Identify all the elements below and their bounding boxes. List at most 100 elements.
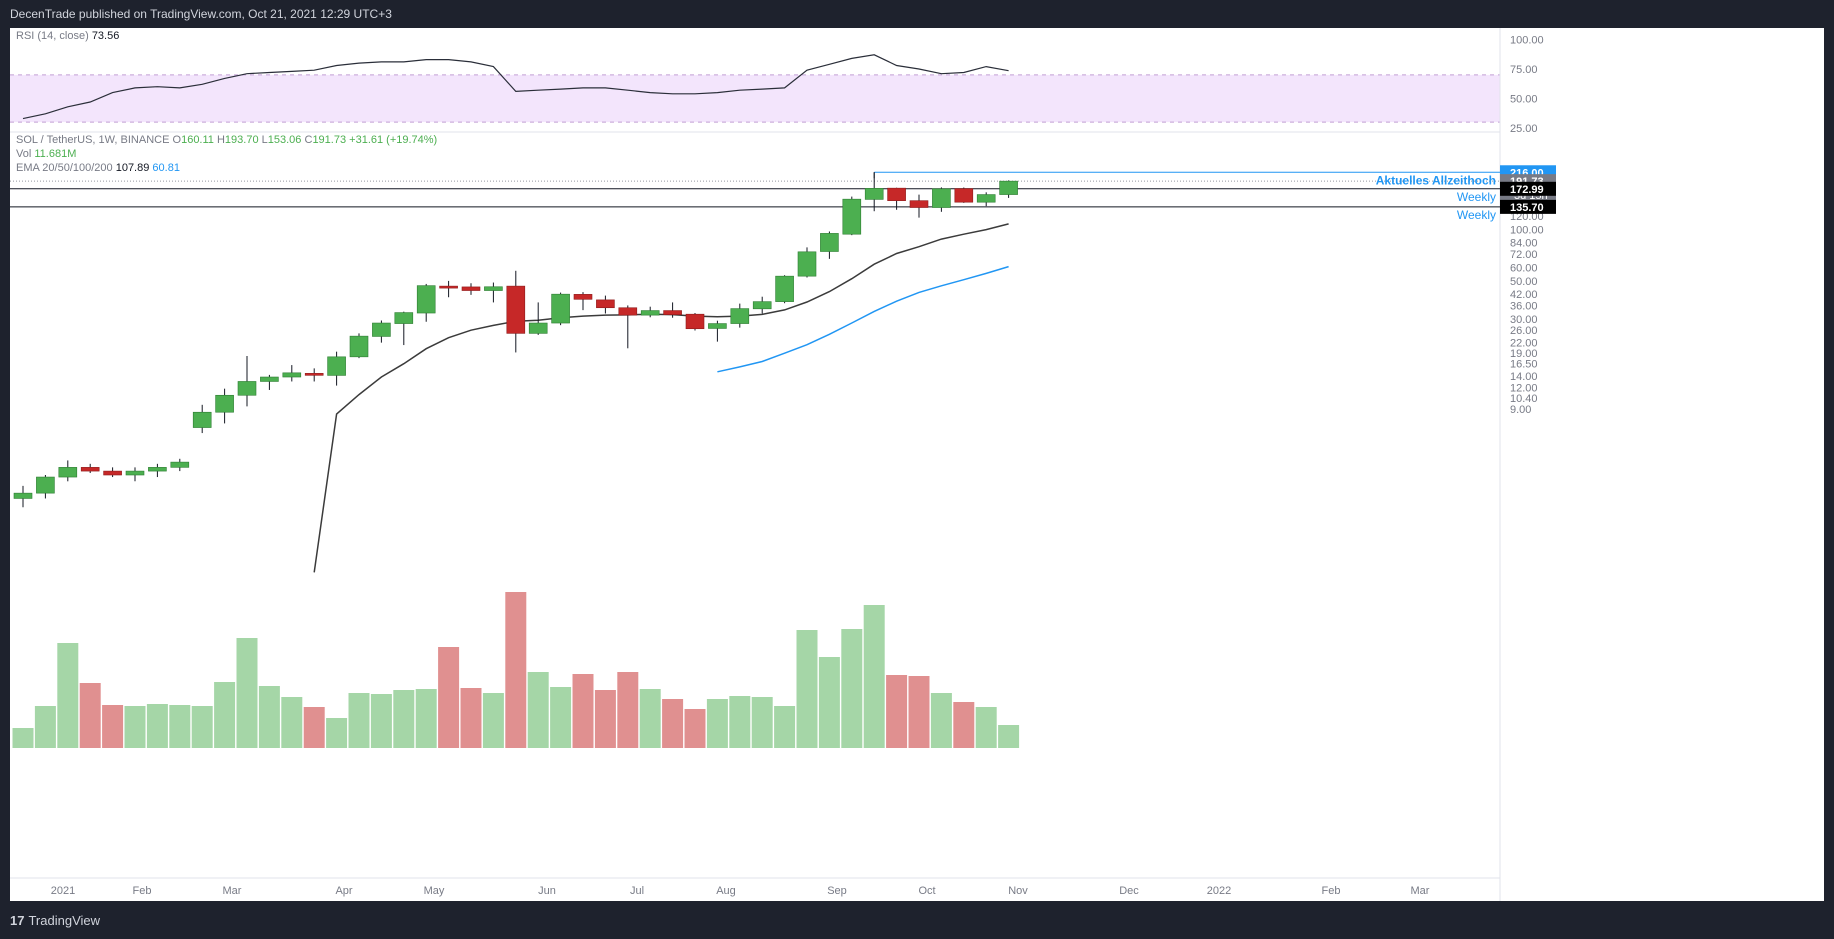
candle-body (484, 286, 503, 291)
volume-bar (57, 643, 79, 748)
candle-body (349, 335, 369, 358)
rsi-tick-label: 50.00 (1510, 94, 1538, 106)
candle-body (573, 294, 593, 300)
close-value: 191.73 (312, 134, 347, 146)
candle-body (103, 470, 122, 476)
price-tick-label: 16.50 (1510, 359, 1538, 371)
candle-body (730, 308, 750, 324)
ema-legend: EMA 20/50/100/200 107.89 60.81 (16, 162, 180, 174)
volume-bar (953, 702, 975, 748)
volume-bar (818, 657, 840, 748)
tradingview-logo[interactable]: 17 TradingView (10, 913, 100, 928)
candle-body (999, 180, 1018, 195)
time-tick-label: Aug (716, 885, 736, 897)
time-tick-label: Sep (827, 885, 847, 897)
volume-bar (281, 697, 303, 748)
price-tick-label: 30.00 (1510, 314, 1538, 326)
candle-body (461, 286, 481, 291)
time-tick-label: Feb (133, 885, 152, 897)
volume-bar (370, 694, 392, 748)
rsi-tick-label: 75.00 (1510, 64, 1538, 76)
ohlc-legend: SOL / TetherUS, 1W, BINANCE O160.11 H193… (16, 134, 437, 146)
time-tick-label: 2021 (51, 885, 75, 897)
candle-body (282, 372, 302, 378)
volume-bar (214, 682, 236, 748)
time-tick-label: Mar (223, 885, 242, 897)
chart-panel[interactable]: 200.00120.00100.0084.0072.0060.0050.0042… (10, 28, 1824, 901)
symbol-label: SOL / TetherUS, 1W, BINANCE (16, 134, 170, 146)
candle-body (170, 461, 190, 468)
volume-bar (662, 699, 684, 748)
weekly1-price-tag: 172.99 (1510, 184, 1544, 196)
candle-body (663, 310, 682, 315)
change-value: +31.61 (+19.74%) (349, 134, 438, 146)
price-tick-label: 84.00 (1510, 238, 1538, 250)
candle-body (685, 313, 705, 330)
volume-bar (79, 683, 101, 748)
volume-bar (886, 675, 908, 748)
volume-bar (124, 706, 146, 748)
candle-body (372, 322, 391, 337)
volume-bar (102, 705, 124, 748)
candle-body (125, 470, 145, 476)
rsi-band (10, 74, 1500, 123)
volume-bar (863, 605, 885, 748)
weekly2-price-tag-box (1500, 199, 1556, 214)
candle-body (618, 307, 638, 316)
volume-bar (326, 718, 348, 748)
volume-bar (482, 693, 504, 748)
open-label: O (172, 134, 182, 146)
header-bar: DecenTrade published on TradingView.com,… (0, 0, 1834, 28)
time-tick-label: Feb (1322, 885, 1341, 897)
weekly1-annotation: Weekly (1457, 190, 1496, 204)
volume-bar (774, 706, 796, 748)
candle-body (528, 322, 548, 334)
time-tick-label: Apr (335, 885, 352, 897)
price-tick-label: 60.00 (1510, 263, 1538, 275)
price-tick-label: 36.00 (1510, 301, 1538, 313)
price-tick-label: 9.00 (1510, 404, 1531, 416)
candle-body (909, 200, 929, 208)
candle-body (506, 285, 526, 334)
chart-canvas[interactable]: 200.00120.00100.0084.0072.0060.0050.0042… (10, 28, 1824, 901)
time-tick-label: Jul (630, 885, 644, 897)
close-label: C (304, 134, 313, 146)
candle-body (797, 251, 817, 277)
price-tick-label: 42.00 (1510, 289, 1538, 301)
volume-legend: Vol 11.681M (16, 148, 76, 160)
candle-body (596, 299, 615, 309)
price-tick-label: 26.00 (1510, 325, 1538, 337)
rsi-value: 73.56 (91, 30, 120, 42)
time-tick-label: Jun (538, 885, 556, 897)
volume-bar (594, 690, 616, 748)
time-tick-label: Oct (918, 885, 935, 897)
volume-bar (303, 707, 325, 748)
candle-body (439, 285, 458, 289)
candle-body (327, 356, 346, 376)
volume-bar (438, 647, 460, 748)
weekly2-annotation: Weekly (1457, 208, 1496, 222)
ema-label: EMA 20/50/100/200 (16, 162, 113, 174)
candle-body (820, 233, 839, 252)
candle-body (551, 293, 570, 324)
volume-bar (751, 697, 773, 748)
volume-bar (348, 693, 370, 748)
volume-bar (191, 706, 213, 748)
candle-body (260, 376, 279, 382)
volume-bar (505, 592, 527, 748)
volume-bar (146, 704, 168, 748)
ema20-line (313, 223, 1009, 573)
candle-body (237, 381, 257, 396)
volume-bar (393, 690, 415, 748)
volume-bar (841, 629, 863, 748)
volume-bar (930, 693, 952, 748)
candle-body (708, 323, 727, 329)
volume-bar (975, 707, 997, 748)
ema20-value: 107.89 (115, 162, 150, 174)
open-value: 160.11 (181, 134, 214, 146)
volume-bar (169, 705, 191, 748)
price-tick-label: 14.00 (1510, 371, 1538, 383)
candle-body (304, 373, 324, 376)
price-tick-label: 12.00 (1510, 382, 1538, 394)
rsi-tick-label: 100.00 (1510, 35, 1544, 47)
